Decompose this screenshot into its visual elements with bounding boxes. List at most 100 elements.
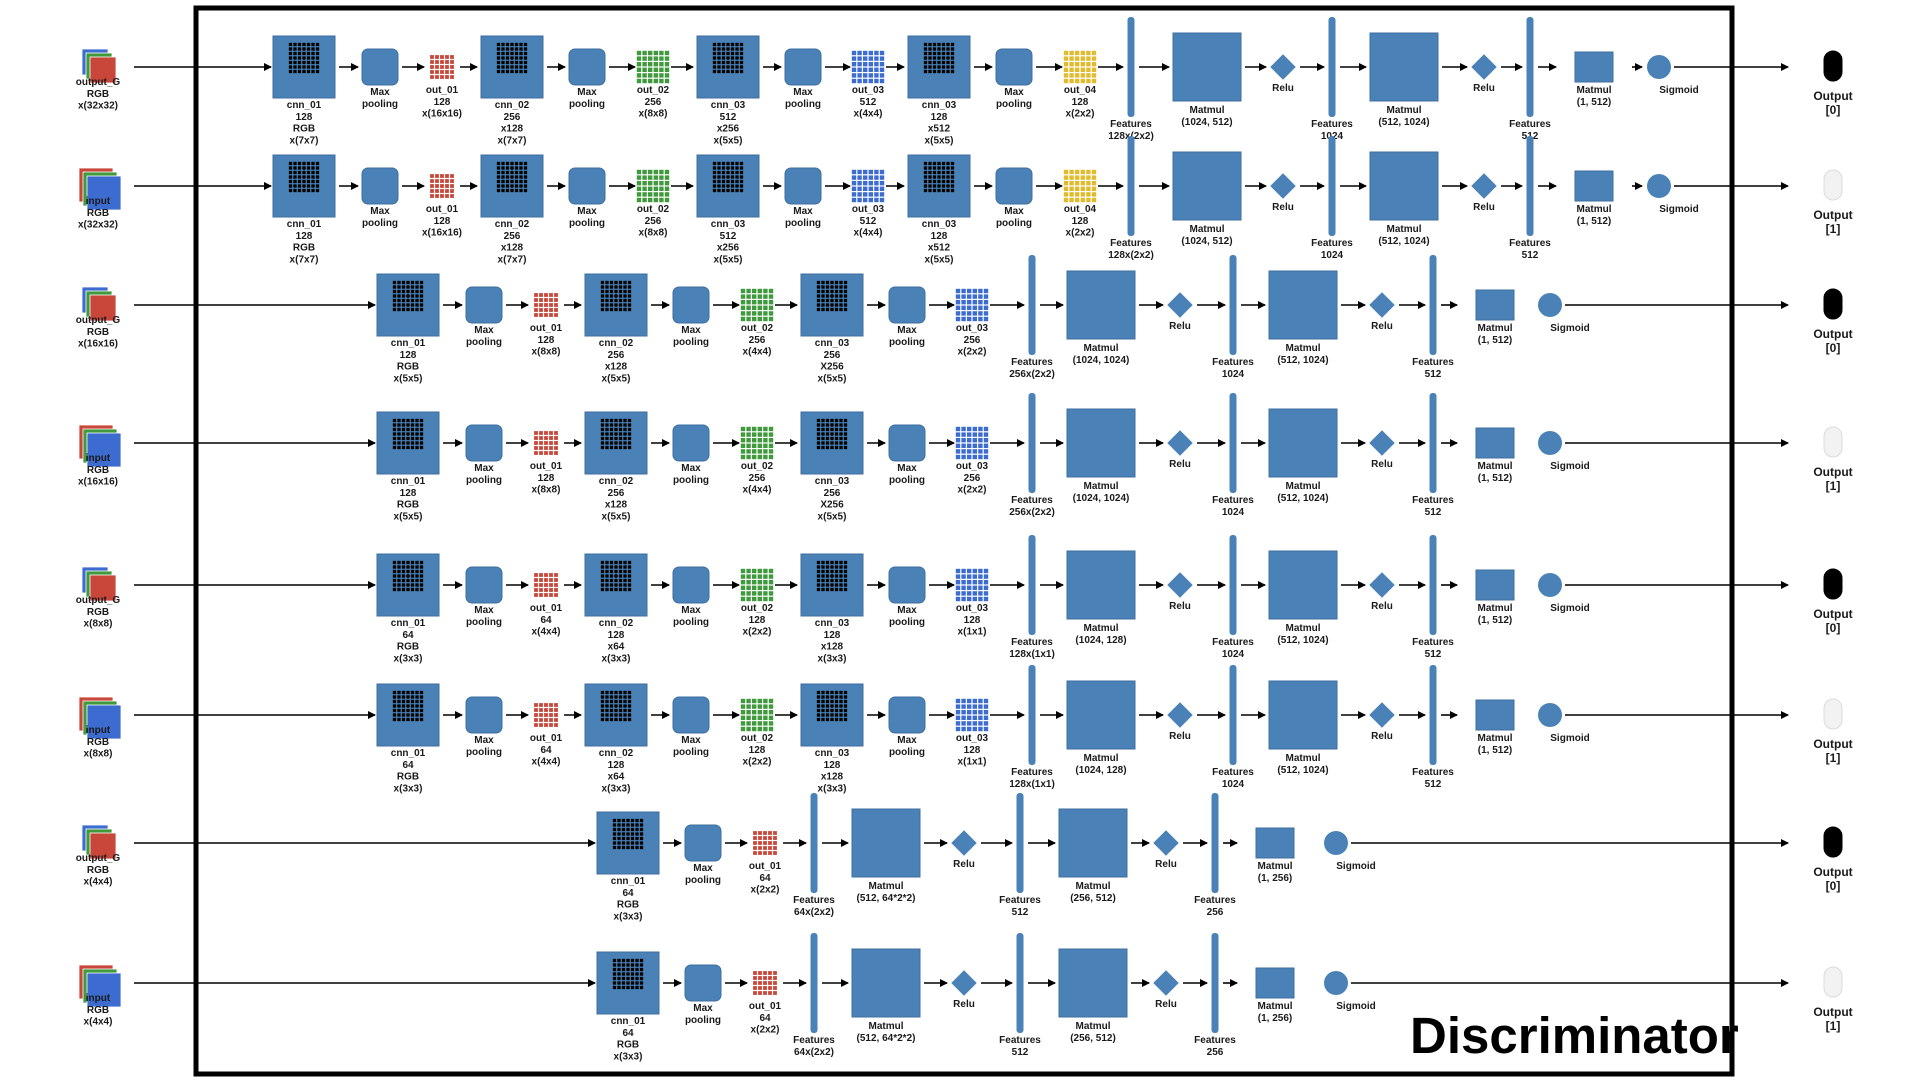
max-pooling-block: Max pooling	[465, 566, 503, 628]
max-pooling-block: Max pooling	[568, 48, 606, 110]
conv-kernel-grid-cell	[288, 175, 293, 179]
max-pooling-block-label-line: pooling	[685, 875, 721, 886]
conv-kernel-grid-cell	[609, 699, 614, 704]
conv-kernel-grid-cell	[928, 42, 932, 47]
conv-kernel-grid-cell	[618, 423, 623, 427]
conv-kernel-grid-cell	[834, 427, 839, 432]
max-pooling-block: Max pooling	[888, 424, 926, 486]
conv-kernel-grid-cell	[825, 560, 830, 565]
relu-diamond-label-line: Relu	[1371, 459, 1393, 470]
feature-map-grid-cell	[1080, 67, 1085, 72]
matmul-block-body	[1066, 408, 1136, 478]
feature-map-grid-cell	[763, 704, 768, 709]
feature-map-grid-cell	[450, 189, 454, 193]
sigmoid-circle: Sigmoid	[1647, 55, 1699, 96]
feature-map-grid-cell	[868, 186, 873, 191]
feature-map-grid-cell	[659, 50, 664, 56]
feature-map-grid-cell	[763, 294, 768, 299]
conv-kernel-grid-cell	[735, 188, 739, 193]
conv-kernel-grid-cell	[712, 51, 717, 56]
relu-diamond-label: Relu	[1155, 999, 1177, 1010]
conv-kernel-grid-cell	[946, 56, 950, 60]
conv-kernel-grid-cell	[928, 188, 932, 193]
matmul-block-label: Matmul (1, 512)	[1577, 85, 1612, 108]
conv-kernel-grid-cell	[928, 166, 932, 170]
feature-map-grid-cell	[763, 305, 768, 310]
conv-kernel-grid-cell	[392, 583, 397, 587]
conv-kernel-grid-cell	[605, 695, 609, 699]
relu-diamond-label: Relu	[1371, 731, 1393, 742]
conv-kernel-grid-cell	[397, 569, 401, 574]
conv-block-label: cnn_03 128 x512 x(5x5)	[922, 219, 957, 265]
pooling-block-body	[888, 286, 926, 324]
conv-kernel-grid-cell	[712, 188, 717, 193]
feature-map-grid-cell	[1080, 175, 1085, 180]
pooling-block-body	[672, 696, 710, 734]
conv-kernel-grid-cell	[415, 574, 419, 578]
conv-kernel-grid-cell	[501, 65, 505, 69]
conv-kernel-grid-cell	[843, 303, 848, 307]
feature-map-grid-cell	[642, 175, 647, 180]
conv-kernel-grid-cell	[609, 418, 614, 423]
conv-kernel-grid-cell	[717, 170, 721, 175]
conv-block: cnn_02 256 x128 x(7x7)	[480, 35, 544, 146]
feature-map-grid-cell	[549, 593, 553, 597]
features-bar-label-line: Features	[1110, 238, 1152, 249]
conv-kernel-grid-cell	[514, 179, 519, 184]
conv-block-label-line: X256	[820, 362, 844, 373]
conv-kernel-grid-cell	[510, 69, 514, 74]
conv-kernel-grid-cell	[739, 47, 744, 51]
input-label-line: input	[86, 453, 111, 464]
conv-kernel-grid-cell	[932, 170, 937, 175]
max-pooling-block: Max pooling	[684, 824, 722, 886]
conv-kernel-grid-cell	[950, 69, 955, 74]
feature-map-grid-cell	[549, 573, 553, 577]
max-pooling-block-label-line: pooling	[889, 617, 925, 628]
feature-map-grid-cell	[967, 704, 972, 709]
relu-diamond: Relu	[1167, 430, 1193, 470]
conv-kernel-grid-cell	[617, 958, 621, 963]
conv-kernel-grid-cell	[946, 65, 950, 69]
relu-diamond-body	[1369, 572, 1395, 598]
matmul-block-label-line: (1024, 1024)	[1073, 355, 1130, 366]
feature-map-grid-cell	[659, 186, 664, 191]
conv-kernel-grid-cell	[397, 298, 401, 303]
max-pooling-block: Max pooling	[361, 48, 399, 110]
input-channel-plane	[89, 574, 117, 602]
conv-kernel-grid-cell	[306, 69, 311, 74]
conv-kernel-grid-cell	[600, 432, 605, 436]
conv-block-label-line: x128	[821, 642, 844, 653]
conv-kernel-grid-cell	[821, 578, 825, 583]
conv-kernel-grid-cell	[730, 65, 735, 69]
feature-map-grid-cell	[868, 73, 873, 78]
feature-map-grid-cell	[978, 311, 983, 316]
conv-kernel-grid-cell	[419, 307, 424, 312]
conv-kernel-grid-cell	[297, 60, 302, 65]
feature-map-grid-cell	[659, 169, 664, 175]
feature-map-grid-cell	[757, 698, 762, 704]
conv-kernel-grid-cell	[635, 981, 639, 985]
conv-kernel-grid-cell	[392, 285, 397, 289]
conv-kernel-grid-cell	[514, 60, 519, 65]
network-row: output_G RGB x(32x32) cnn_01 128 RGB x(7x7)Max…	[76, 17, 1853, 146]
feature-map-grid-cell	[1086, 169, 1091, 175]
conv-kernel-grid-cell	[311, 42, 315, 47]
conv-kernel-grid-cell	[932, 69, 937, 74]
conv-kernel-grid-cell	[839, 280, 843, 285]
feature-map-grid	[955, 288, 989, 322]
feature-map-grid-cell	[1075, 181, 1080, 186]
sigmoid-circle-body	[1647, 55, 1671, 79]
relu-diamond-body	[951, 970, 977, 996]
conv-kernel-grid-cell	[618, 565, 623, 569]
matmul-block-label-line: (1, 256)	[1258, 873, 1292, 884]
feature-map-label-line: x(1x1)	[958, 627, 987, 638]
conv-kernel-grid-cell	[623, 717, 627, 722]
conv-kernel-grid-cell	[501, 166, 505, 170]
conv-kernel-grid-cell	[821, 423, 825, 427]
conv-kernel-grid-cell	[288, 161, 293, 166]
conv-kernel-grid-cell	[293, 69, 297, 74]
conv-kernel-grid-cell	[397, 423, 401, 427]
conv-kernel-grid-cell	[621, 836, 626, 841]
conv-kernel-grid-cell	[523, 51, 528, 56]
